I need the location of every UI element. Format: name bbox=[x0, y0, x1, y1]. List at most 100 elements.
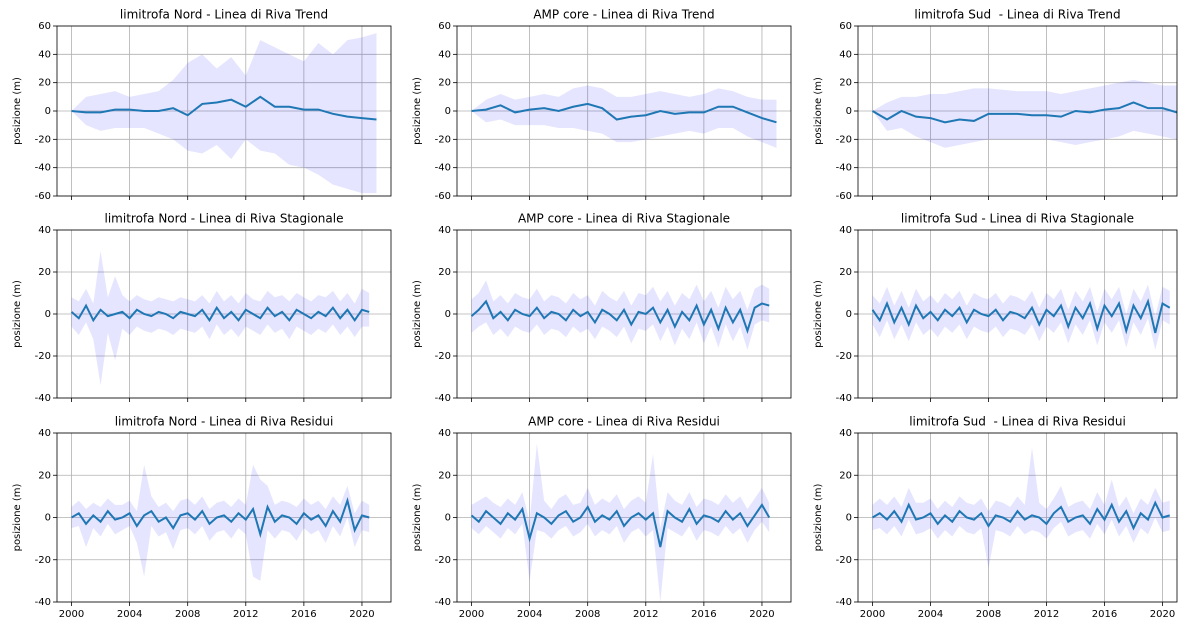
chart-title: AMP core - Linea di Riva Residui bbox=[528, 415, 720, 429]
y-tick-label: -40 bbox=[435, 597, 451, 608]
confidence-band bbox=[471, 443, 770, 602]
x-tick-label: 2000 bbox=[59, 609, 84, 620]
x-tick-label: 2012 bbox=[633, 609, 658, 620]
y-tick-label: 0 bbox=[846, 513, 852, 524]
data-line bbox=[871, 298, 1171, 335]
x-tick-label: 2016 bbox=[691, 609, 716, 620]
y-tick-label: -20 bbox=[435, 134, 451, 145]
chart-title: limitrofa Sud - Linea di Riva Trend bbox=[914, 8, 1120, 22]
y-tick-label: 0 bbox=[445, 513, 451, 524]
y-tick-label: -20 bbox=[435, 555, 451, 566]
y-tick-label: 40 bbox=[38, 49, 51, 60]
y-tick-label: 40 bbox=[38, 428, 51, 439]
y-tick-label: -60 bbox=[35, 191, 51, 202]
y-tick-label: 40 bbox=[438, 225, 451, 236]
y-tick-label: 40 bbox=[438, 428, 451, 439]
y-tick-label: 20 bbox=[438, 267, 451, 278]
chart-title: limitrofa Nord - Linea di Riva Residui bbox=[115, 415, 334, 429]
y-axis-label: posizione (m) bbox=[813, 280, 824, 348]
y-tick-label: -20 bbox=[35, 134, 51, 145]
confidence-band bbox=[71, 33, 377, 194]
confidence-band bbox=[71, 251, 370, 386]
y-tick-label: 20 bbox=[438, 470, 451, 481]
y-tick-label: -20 bbox=[836, 351, 852, 362]
x-tick-label: 2004 bbox=[918, 609, 943, 620]
x-tick-label: 2004 bbox=[117, 609, 142, 620]
data-line bbox=[71, 95, 377, 121]
y-tick-label: -20 bbox=[435, 351, 451, 362]
y-tick-label: 40 bbox=[38, 225, 51, 236]
confidence-band bbox=[71, 464, 370, 581]
y-tick-label: 0 bbox=[445, 309, 451, 320]
y-tick-label: 20 bbox=[38, 78, 51, 89]
y-tick-label: 0 bbox=[846, 309, 852, 320]
y-axis-label: posizione (m) bbox=[412, 77, 423, 145]
chart-title: limitrofa Sud - Linea di Riva Stagionale bbox=[901, 212, 1134, 226]
y-tick-label: 40 bbox=[438, 49, 451, 60]
y-axis-label: posizione (m) bbox=[813, 77, 824, 145]
data-line bbox=[470, 502, 771, 548]
y-tick-label: 20 bbox=[38, 470, 51, 481]
chart-title: limitrofa Sud - Linea di Riva Residui bbox=[909, 415, 1126, 429]
y-axis-label: posizione (m) bbox=[12, 280, 23, 348]
y-tick-label: 0 bbox=[45, 309, 51, 320]
x-tick-label: 2008 bbox=[575, 609, 600, 620]
y-tick-label: 20 bbox=[38, 267, 51, 278]
x-tick-label: 2016 bbox=[291, 609, 316, 620]
x-tick-label: 2008 bbox=[976, 609, 1001, 620]
y-tick-label: 20 bbox=[839, 267, 852, 278]
y-tick-label: -40 bbox=[836, 393, 852, 404]
y-tick-label: 0 bbox=[846, 106, 852, 117]
y-tick-label: 60 bbox=[38, 21, 51, 32]
y-axis-label: posizione (m) bbox=[412, 280, 423, 348]
y-tick-label: 0 bbox=[445, 106, 451, 117]
chart-title: limitrofa Nord - Linea di Riva Stagional… bbox=[105, 212, 344, 226]
y-tick-label: 20 bbox=[839, 78, 852, 89]
y-tick-label: -20 bbox=[836, 555, 852, 566]
y-tick-label: 40 bbox=[839, 428, 852, 439]
y-tick-label: 0 bbox=[45, 513, 51, 524]
y-tick-label: 40 bbox=[839, 225, 852, 236]
x-tick-label: 2012 bbox=[233, 609, 258, 620]
y-tick-label: 20 bbox=[438, 78, 451, 89]
y-axis-label: posizione (m) bbox=[813, 483, 824, 551]
data-line bbox=[871, 500, 1171, 531]
y-tick-label: -40 bbox=[836, 163, 852, 174]
x-tick-label: 2020 bbox=[1150, 609, 1175, 620]
x-tick-label: 2020 bbox=[749, 609, 774, 620]
y-axis-label: posizione (m) bbox=[12, 483, 23, 551]
data-line bbox=[471, 102, 777, 124]
y-tick-label: 40 bbox=[839, 49, 852, 60]
y-tick-label: -40 bbox=[435, 163, 451, 174]
y-axis-label: posizione (m) bbox=[412, 483, 423, 551]
x-tick-label: 2020 bbox=[349, 609, 374, 620]
y-tick-label: -40 bbox=[35, 393, 51, 404]
y-tick-label: 60 bbox=[438, 21, 451, 32]
x-tick-label: 2000 bbox=[860, 609, 885, 620]
data-line bbox=[71, 497, 370, 539]
y-axis-label: posizione (m) bbox=[12, 77, 23, 145]
y-tick-label: -20 bbox=[836, 134, 852, 145]
y-tick-label: -60 bbox=[435, 191, 451, 202]
confidence-band bbox=[471, 85, 777, 148]
y-tick-label: -60 bbox=[836, 191, 852, 202]
y-tick-label: -40 bbox=[836, 597, 852, 608]
x-tick-label: 2000 bbox=[459, 609, 484, 620]
y-tick-label: 0 bbox=[45, 106, 51, 117]
y-tick-label: 20 bbox=[839, 470, 852, 481]
chart-title: limitrofa Nord - Linea di Riva Trend bbox=[120, 8, 328, 22]
y-tick-label: -40 bbox=[35, 163, 51, 174]
y-tick-label: -40 bbox=[435, 393, 451, 404]
y-tick-label: -40 bbox=[35, 597, 51, 608]
x-tick-label: 2016 bbox=[1092, 609, 1117, 620]
chart-title: AMP core - Linea di Riva Trend bbox=[533, 8, 714, 22]
confidence-band bbox=[872, 447, 1170, 569]
chart-title: AMP core - Linea di Riva Stagionale bbox=[518, 212, 730, 226]
data-line bbox=[470, 299, 770, 334]
x-tick-label: 2008 bbox=[175, 609, 200, 620]
y-tick-label: -20 bbox=[35, 555, 51, 566]
x-tick-label: 2004 bbox=[517, 609, 542, 620]
y-tick-label: 60 bbox=[839, 21, 852, 32]
data-line bbox=[871, 101, 1177, 124]
